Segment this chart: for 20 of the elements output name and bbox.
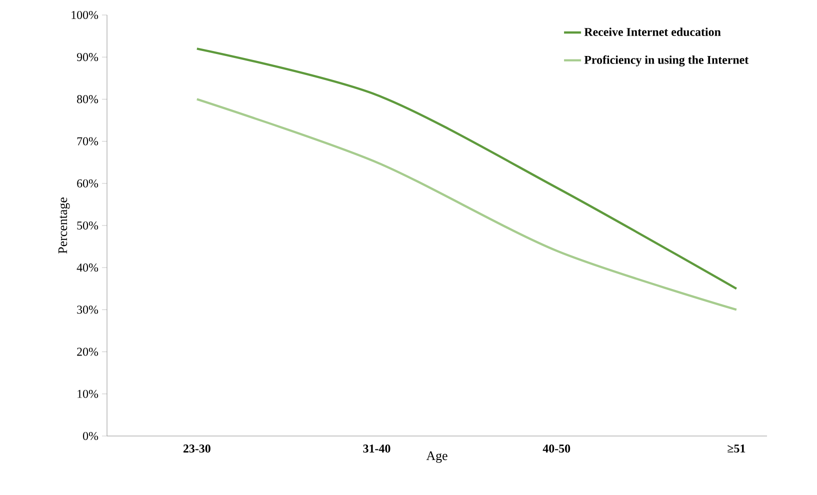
y-tick-label: 90% [76,53,98,62]
line-series [196,98,738,311]
x-tick-label: ≥51 [728,444,746,453]
y-tick-label: 0% [82,432,98,440]
legend-label: Proficiency in using the Internet [584,55,749,66]
x-tick-label: 40-50 [542,444,570,453]
x-axis-title: Age [426,451,448,463]
y-tick-label: 40% [76,264,98,272]
legend-label: Receive Internet education [584,28,721,36]
y-tick-label: 30% [77,306,98,314]
y-tick-label: 10% [78,390,98,398]
x-tick-label: 23-30 [183,444,210,453]
y-axis-title: Percentage [58,198,70,254]
y-tick-label: 50% [77,221,98,230]
y-tick-label: 70% [77,137,98,146]
x-tick-label: 31-40 [363,444,390,453]
y-tick-label: 60% [77,179,98,188]
y-tick-label: 20% [77,348,98,356]
y-tick-label: 80% [77,95,98,104]
y-tick-label: 100% [72,10,98,20]
